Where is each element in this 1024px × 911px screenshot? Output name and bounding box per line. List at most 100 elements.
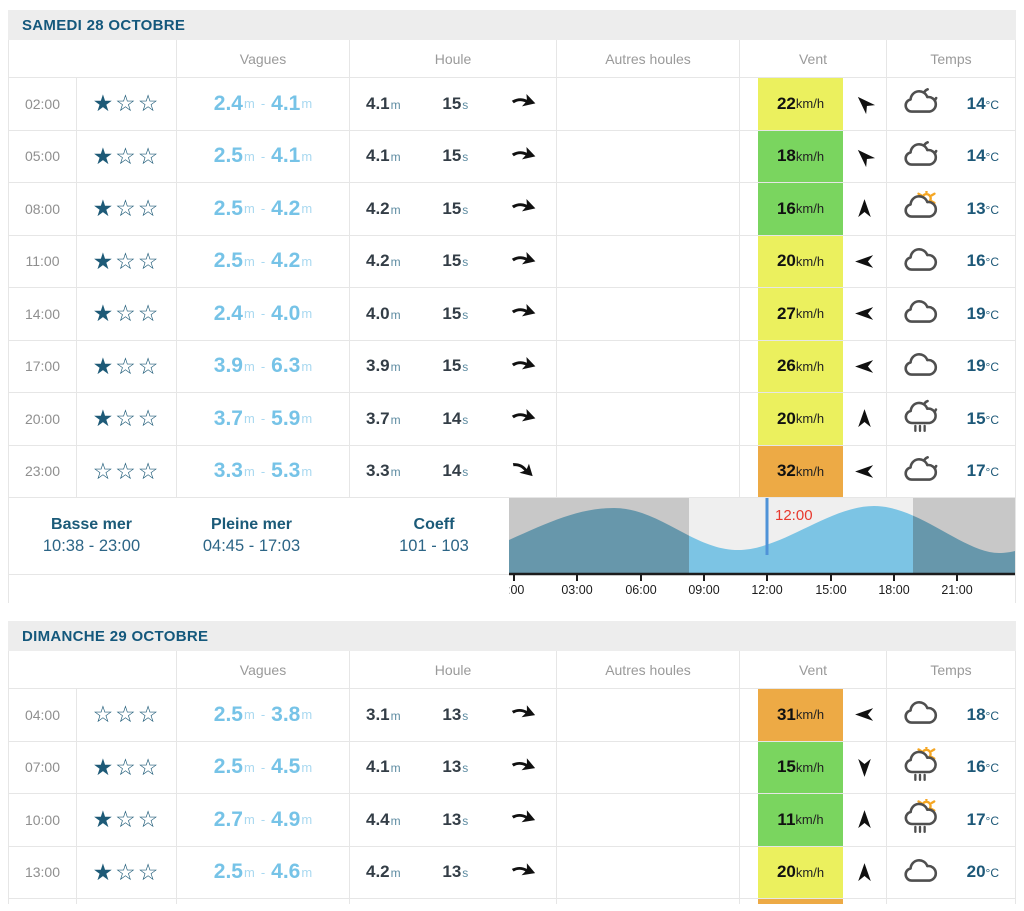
other-swells-cell <box>556 235 739 287</box>
temperature-value: 16 <box>966 251 986 271</box>
wave-range-dash: - <box>260 812 266 828</box>
wave-min: 3.3 <box>213 459 243 483</box>
star-rating: ★☆☆ <box>76 741 176 793</box>
star-rating: ★☆☆ <box>76 340 176 392</box>
wind-cell: 16 km/h <box>739 183 886 235</box>
wind-direction-arrow <box>857 149 876 167</box>
wind-direction <box>843 355 886 378</box>
time-label: 10:00 <box>24 811 61 828</box>
wind-direction <box>843 250 886 273</box>
axis-tick-label: 12:00 <box>751 583 782 597</box>
wind-speed-unit: km/h <box>795 201 825 217</box>
weather-cell <box>886 899 1015 904</box>
swell-period-unit: s <box>462 761 469 776</box>
axis-tick-label: 09:00 <box>688 583 719 597</box>
star-rating: ☆☆☆ <box>76 445 176 497</box>
wave-max: 4.2 <box>271 249 301 273</box>
tide-low-label: Basse mer <box>51 516 132 533</box>
forecast-row: 23:00 ☆☆☆ 3.3 m -5.3 m 3.3m 14s 32 km/h 17°C <box>9 445 1015 498</box>
swell-height: 4.2m <box>366 862 401 882</box>
surf-forecast-page: SAMEDI 28 OCTOBRE Vagues Houle Autres houle… <box>0 10 1024 904</box>
column-header-label: Vagues <box>239 50 287 67</box>
time-cell: 02:00 <box>9 78 76 130</box>
swell-height-value: 4.1 <box>366 93 390 113</box>
column-header-blank <box>9 651 176 688</box>
time-cell: 05:00 <box>9 131 76 183</box>
temperature: 20°C <box>967 862 999 882</box>
other-swells-cell <box>556 794 739 846</box>
column-header: Autres houles <box>556 651 739 688</box>
wind-speed-value: 11 <box>777 809 796 829</box>
tide-high: Pleine mer 04:45 - 17:03 <box>174 516 329 556</box>
swell-height: 4.4m <box>366 810 401 830</box>
column-header-label: Vent <box>798 661 828 678</box>
wave-unit: m <box>243 253 255 269</box>
weather-icon-box <box>900 296 940 331</box>
weather-cell: 15°C <box>886 393 1015 445</box>
other-swells-cell <box>556 288 739 340</box>
swell-direction <box>510 404 538 433</box>
swell-period: 14s <box>442 461 468 481</box>
swell-cell: 4.1m 15s <box>349 130 556 182</box>
column-header-row: Vagues Houle Autres houles Vent Temps <box>9 40 1015 78</box>
swell-height-unit: m <box>390 813 401 828</box>
swell-cell <box>349 899 556 904</box>
swell-cell: 4.1m 15s <box>349 78 556 130</box>
other-swells-cell <box>556 393 739 445</box>
wind-direction-arrow <box>858 409 871 428</box>
forecast-row: 08:00 ★☆☆ 2.5 m -4.2 m 4.2m 15s 16 km/h 13°C <box>9 183 1015 236</box>
cloud-icon <box>904 701 938 725</box>
column-header-row: Vagues Houle Autres houles Vent Temps <box>9 651 1015 689</box>
swell-height: 3.3m <box>366 461 401 481</box>
forecast-row: 13:00 ★☆☆ 2.5 m -4.6 m 4.2m 13s 20 km/h 20°C <box>9 846 1015 899</box>
swell-direction <box>510 89 538 118</box>
swell-period-unit: s <box>462 813 469 828</box>
temperature-value: 16 <box>966 757 986 777</box>
forecast-table: Vagues Houle Autres houles Vent Temps 04:00 ☆☆… <box>8 651 1016 904</box>
column-header: Vent <box>739 651 886 688</box>
temperature-value: 19 <box>966 356 986 376</box>
swell-direction-arrow <box>511 356 536 370</box>
swell-height-unit: m <box>390 255 401 270</box>
swell-period: 15s <box>442 199 468 219</box>
time-cell: 17:00 <box>9 341 76 393</box>
waves-cell: 3.7 m -5.9 m <box>176 393 349 445</box>
wind-direction <box>843 407 886 430</box>
temperature: 15°C <box>967 409 999 429</box>
wave-max: 5.3 <box>271 459 301 483</box>
cloud-moon-icon <box>904 455 938 481</box>
other-swells-cell <box>556 741 739 793</box>
temperature: 16°C <box>967 251 999 271</box>
time-cell: 10:00 <box>9 794 76 846</box>
swell-height: 4.0m <box>366 304 401 324</box>
swell-cell: 3.7m 14s <box>349 393 556 445</box>
tide-curve-day <box>689 506 913 573</box>
wind-speed-unit: km/h <box>795 864 825 880</box>
temperature-value: 14 <box>966 146 986 166</box>
swell-period-value: 13 <box>442 809 462 829</box>
time-cell <box>9 899 76 904</box>
other-swells-cell <box>556 899 739 904</box>
waves-cell: 2.5 m -4.5 m <box>176 741 349 793</box>
wave-unit: m <box>243 707 255 723</box>
wind-cell: 20 km/h <box>739 235 886 287</box>
swell-period-value: 15 <box>442 251 462 271</box>
wave-unit: m <box>243 812 255 828</box>
swell-height-value: 3.1 <box>366 704 390 724</box>
wind-speed-badge: 11 km/h <box>758 794 843 846</box>
temperature-value: 13 <box>966 198 986 218</box>
temperature-unit: °C <box>985 708 999 723</box>
wind-cell: 15 km/h <box>739 741 886 793</box>
tide-low: Basse mer 10:38 - 23:00 <box>9 516 174 556</box>
wind-speed-value: 26 <box>776 356 796 376</box>
weather-cell: 16°C <box>886 741 1015 793</box>
wind-speed-value: 20 <box>776 251 796 271</box>
tide-chart-box: 12:00:00 03:00 06:00 09:00 12:00 15:00 18:00 21… <box>507 498 1015 603</box>
forecast-row: 02:00 ★☆☆ 2.4 m -4.1 m 4.1m 15s 22 km/h 14°C <box>9 78 1015 131</box>
wind-speed-unit: km/h <box>795 759 825 775</box>
wave-unit: m <box>301 864 313 880</box>
wind-speed-badge: 31 km/h <box>758 689 843 741</box>
wind-direction <box>843 861 886 884</box>
tide-section: Basse mer 10:38 - 23:00 Pleine mer 04:45 - … <box>9 498 1015 603</box>
wind-direction <box>843 92 886 115</box>
